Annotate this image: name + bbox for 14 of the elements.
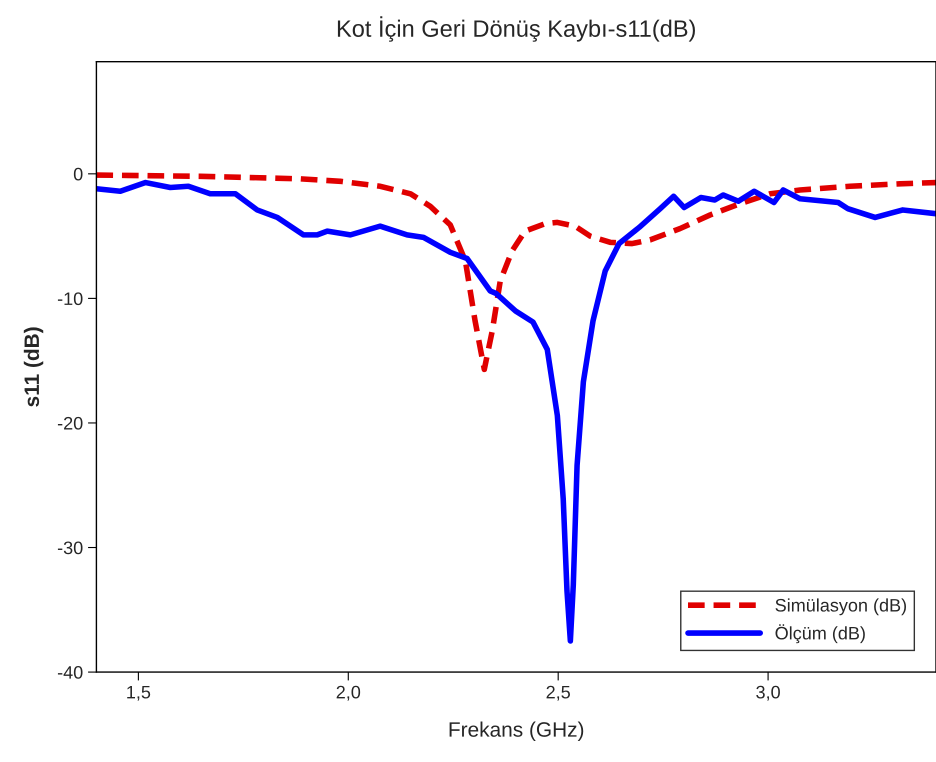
x-tick-label: 2,5: [546, 686, 570, 701]
legend-label: Ölçüm (dB): [776, 624, 865, 644]
legend-label: Simülasyon (dB): [775, 598, 906, 616]
x-tick-label: 2,0: [336, 686, 360, 701]
y-axis-title: s11 (dB): [24, 327, 44, 407]
chart-title: Kot İçin Geri Dönüş Kaybı-s11(dB): [338, 16, 695, 42]
y-tick-label: -40: [58, 666, 83, 679]
y-tick-label: -30: [58, 541, 83, 554]
x-tick-label: 1,5: [127, 686, 150, 701]
y-tick-label: 0: [74, 168, 83, 181]
x-axis-title: Frekans (GHz): [450, 722, 584, 741]
y-tick-label: -20: [58, 416, 83, 430]
y-tick-label: -10: [58, 292, 83, 306]
x-tick-label: 3,0: [756, 686, 780, 701]
